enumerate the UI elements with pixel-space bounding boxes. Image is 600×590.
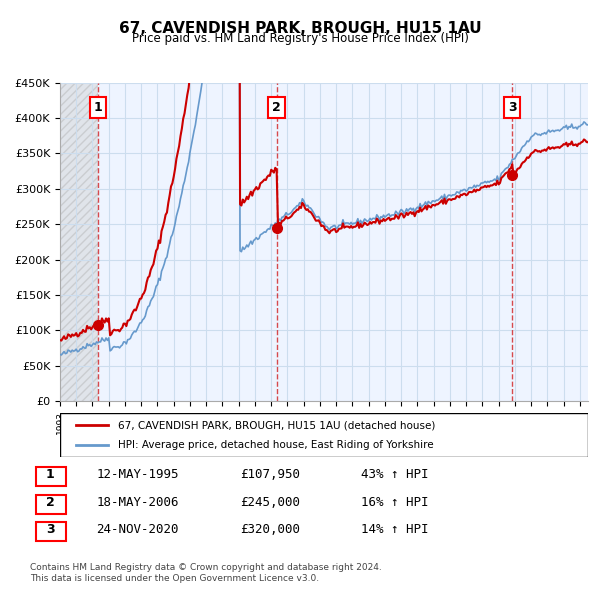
Text: Contains HM Land Registry data © Crown copyright and database right 2024.
This d: Contains HM Land Registry data © Crown c… [30, 563, 382, 583]
Bar [60, 83, 98, 401]
Text: £245,000: £245,000 [240, 496, 300, 509]
Text: 18-MAY-2006: 18-MAY-2006 [96, 496, 179, 509]
Text: 3: 3 [46, 523, 55, 536]
FancyBboxPatch shape [35, 467, 66, 486]
Text: 12-MAY-1995: 12-MAY-1995 [96, 468, 179, 481]
Text: 67, CAVENDISH PARK, BROUGH, HU15 1AU: 67, CAVENDISH PARK, BROUGH, HU15 1AU [119, 21, 481, 35]
FancyBboxPatch shape [60, 413, 588, 457]
Text: 24-NOV-2020: 24-NOV-2020 [96, 523, 179, 536]
Text: 1: 1 [46, 468, 55, 481]
Text: £107,950: £107,950 [240, 468, 300, 481]
FancyBboxPatch shape [35, 495, 66, 514]
Text: 43% ↑ HPI: 43% ↑ HPI [361, 468, 428, 481]
Text: HPI: Average price, detached house, East Riding of Yorkshire: HPI: Average price, detached house, East… [118, 440, 434, 450]
FancyBboxPatch shape [35, 522, 66, 541]
Text: 14% ↑ HPI: 14% ↑ HPI [361, 523, 428, 536]
Text: 2: 2 [272, 101, 281, 114]
Text: 16% ↑ HPI: 16% ↑ HPI [361, 496, 428, 509]
Text: 3: 3 [508, 101, 517, 114]
Text: 2: 2 [46, 496, 55, 509]
Text: £320,000: £320,000 [240, 523, 300, 536]
Text: 1: 1 [94, 101, 102, 114]
Text: Price paid vs. HM Land Registry's House Price Index (HPI): Price paid vs. HM Land Registry's House … [131, 32, 469, 45]
Text: 67, CAVENDISH PARK, BROUGH, HU15 1AU (detached house): 67, CAVENDISH PARK, BROUGH, HU15 1AU (de… [118, 421, 436, 430]
